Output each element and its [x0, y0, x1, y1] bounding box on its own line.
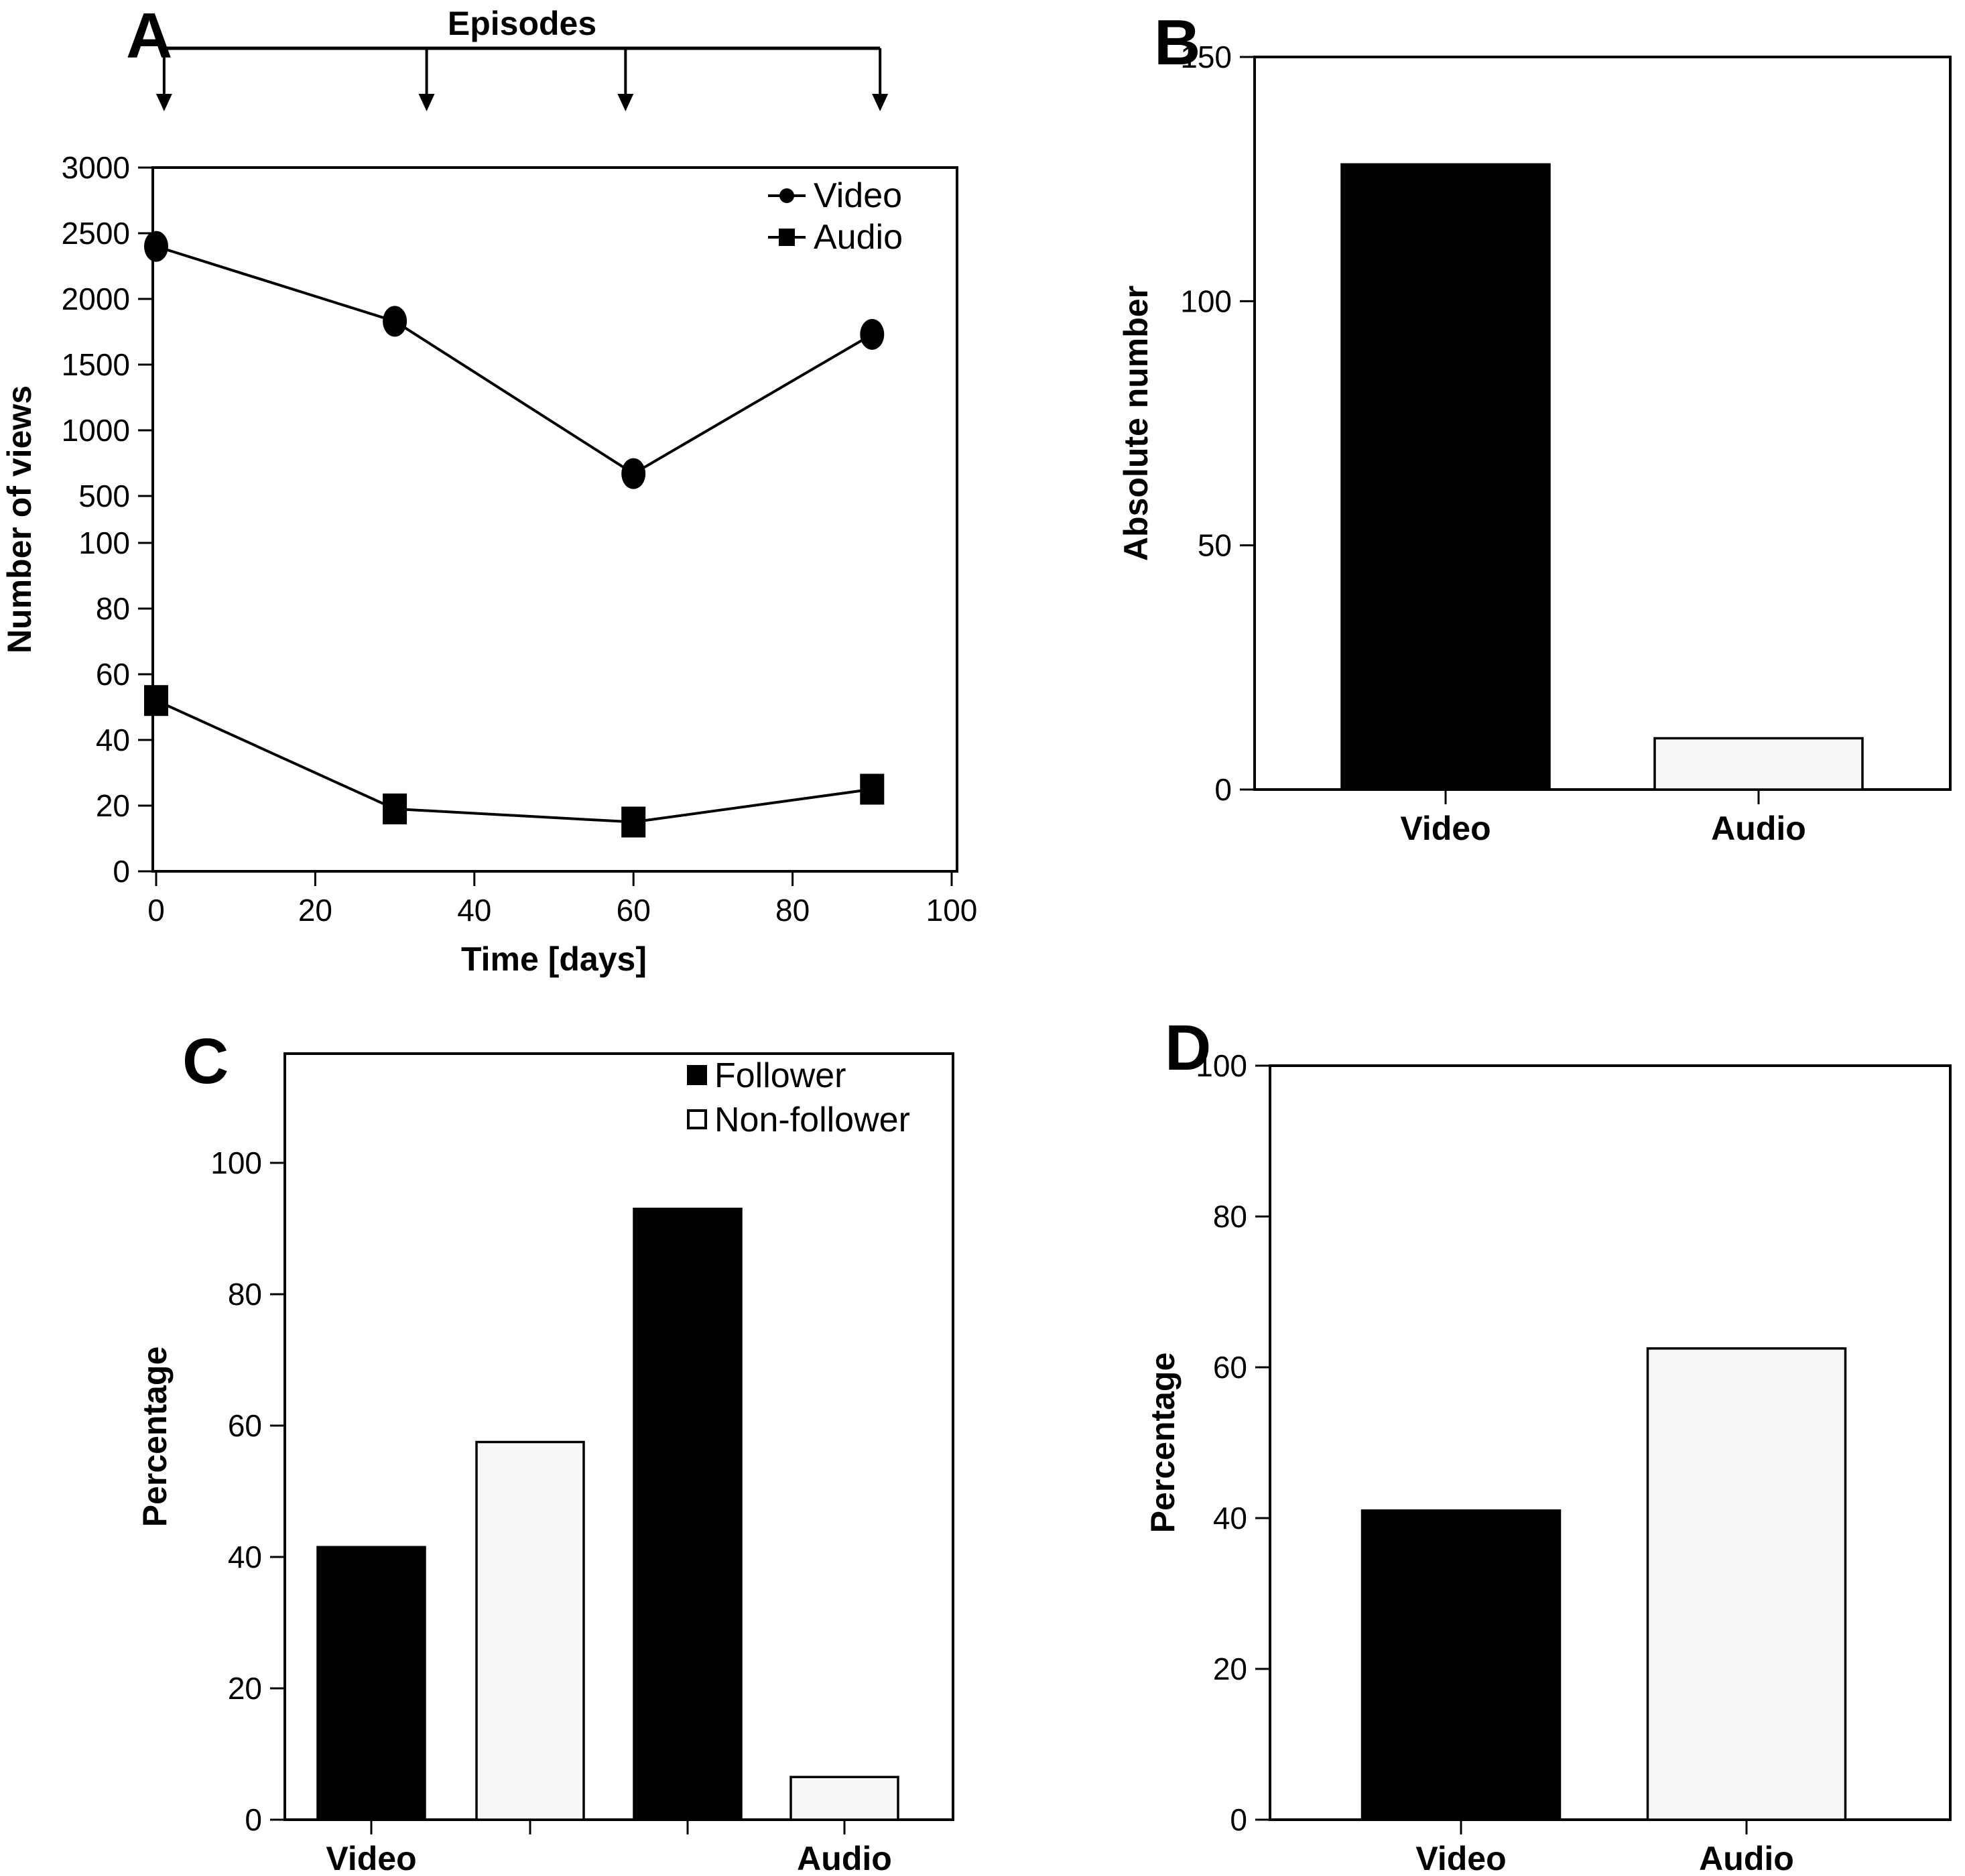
y-tick-c-label: 80	[228, 1277, 262, 1312]
y-tick-a-label: 40	[96, 723, 130, 757]
episode-arrowhead-icon	[418, 94, 435, 111]
y-tick-d-label: 0	[1230, 1802, 1247, 1837]
episode-arrowhead-icon	[617, 94, 634, 111]
legend-label-a: Video	[814, 176, 902, 215]
marker-circle-icon	[621, 458, 646, 489]
panel-c-bar-chart: 0 20 40 60 80 100 Video Audio Percentage Follower…	[136, 1052, 954, 1876]
plot-frame-a	[151, 166, 958, 873]
marker-circle-icon	[860, 318, 885, 350]
plot-frame-b	[1253, 56, 1952, 791]
series-line-video	[155, 245, 873, 476]
y-tick-a-label: 100	[78, 525, 130, 560]
y-tick-d-label: 20	[1213, 1651, 1247, 1686]
bar-audio-non-follower	[789, 1775, 899, 1821]
bar-audio-follower	[633, 1207, 743, 1821]
y-tick-b-label: 0	[1214, 772, 1232, 807]
episode-arrowhead-icon	[155, 94, 172, 111]
y-tick-a-label: 0	[113, 854, 130, 889]
panel-c-letter: C	[182, 1025, 229, 1097]
bar-video-non-follower	[475, 1440, 585, 1821]
x-tick-a-label: 60	[617, 893, 651, 928]
legend-label-c: Follower	[714, 1056, 846, 1095]
category-label-c: Audio	[797, 1840, 892, 1876]
x-tick-a-label: 80	[775, 893, 810, 928]
legend-open-square-icon	[687, 1109, 707, 1129]
y-axis-title-a: Number of views	[1, 385, 38, 653]
y-axis-title-b: Absolute number	[1117, 286, 1155, 561]
y-tick-a-label: 1500	[62, 347, 130, 382]
y-tick-b-label: 50	[1198, 528, 1232, 563]
y-axis-title-d: Percentage	[1144, 1353, 1182, 1534]
x-axis-title-a: Time [days]	[461, 940, 647, 978]
y-tick-a-label: 80	[96, 591, 130, 626]
y-tick-a-label: 20	[96, 788, 130, 823]
series-line-audio	[155, 699, 873, 824]
legend-circle-icon	[779, 188, 794, 203]
category-label-d: Video	[1415, 1840, 1506, 1876]
y-tick-d-label: 60	[1213, 1350, 1247, 1385]
y-tick-a-label: 3000	[62, 150, 130, 185]
legend-label-c: Non-follower	[714, 1101, 910, 1139]
marker-circle-icon	[383, 306, 407, 337]
y-tick-d-label: 100	[1196, 1048, 1247, 1083]
y-axis-title-c: Percentage	[136, 1347, 174, 1527]
bar-video	[1360, 1509, 1562, 1821]
marker-square-icon	[144, 685, 168, 716]
bar-video-follower	[316, 1546, 426, 1821]
y-tick-c-label: 20	[228, 1671, 262, 1706]
x-tick-a-label: 0	[147, 893, 165, 928]
x-tick-a-label: 100	[926, 893, 978, 928]
legend-label-a: Audio	[814, 218, 903, 257]
plot-frame-c	[283, 1052, 954, 1821]
category-label-c: Video	[326, 1840, 416, 1876]
y-tick-c-label: 100	[210, 1145, 262, 1180]
marker-square-icon	[383, 793, 407, 824]
episode-arrowhead-icon	[872, 94, 889, 111]
y-tick-a-label: 500	[78, 479, 130, 513]
y-tick-a-label: 60	[96, 657, 130, 692]
bar-video	[1340, 163, 1551, 791]
y-tick-a-label: 1000	[62, 413, 130, 448]
legend-square-icon	[779, 229, 795, 246]
y-tick-a-label: 2000	[62, 282, 130, 316]
y-tick-b-label: 100	[1180, 284, 1232, 318]
marker-square-icon	[621, 806, 646, 838]
category-label-d: Audio	[1699, 1840, 1794, 1876]
legend-filled-square-icon	[687, 1065, 707, 1085]
category-label-b: Video	[1400, 810, 1491, 847]
y-tick-a-label: 2500	[62, 216, 130, 251]
y-tick-c-label: 0	[245, 1802, 262, 1837]
episodes-title: Episodes	[448, 5, 596, 42]
y-tick-c-label: 60	[228, 1408, 262, 1443]
panel-d-letter: D	[1165, 1012, 1211, 1084]
category-label-b: Audio	[1711, 810, 1806, 847]
marker-square-icon	[860, 773, 885, 805]
plot-frame-d	[1269, 1064, 1952, 1821]
panel-b-letter: B	[1154, 7, 1200, 78]
marker-circle-icon	[144, 231, 168, 262]
bar-audio	[1646, 1347, 1847, 1821]
panel-b-bar-chart: 0 50 100 150 Video Audio Absolute number	[1117, 40, 1952, 847]
y-tick-d-label: 40	[1213, 1501, 1247, 1536]
panel-a-line-chart: Episodes02040608010050010001500200025003…	[1, 5, 978, 978]
x-tick-a-label: 20	[298, 893, 332, 928]
y-tick-c-label: 40	[228, 1540, 262, 1574]
bar-audio	[1653, 737, 1864, 791]
panel-d-bar-chart: 0 20 40 60 80 100 Video Audio Percentage	[1144, 1048, 1952, 1876]
x-tick-a-label: 40	[457, 893, 491, 928]
y-tick-d-label: 80	[1213, 1199, 1247, 1234]
y-tick-b-label: 150	[1180, 40, 1232, 74]
